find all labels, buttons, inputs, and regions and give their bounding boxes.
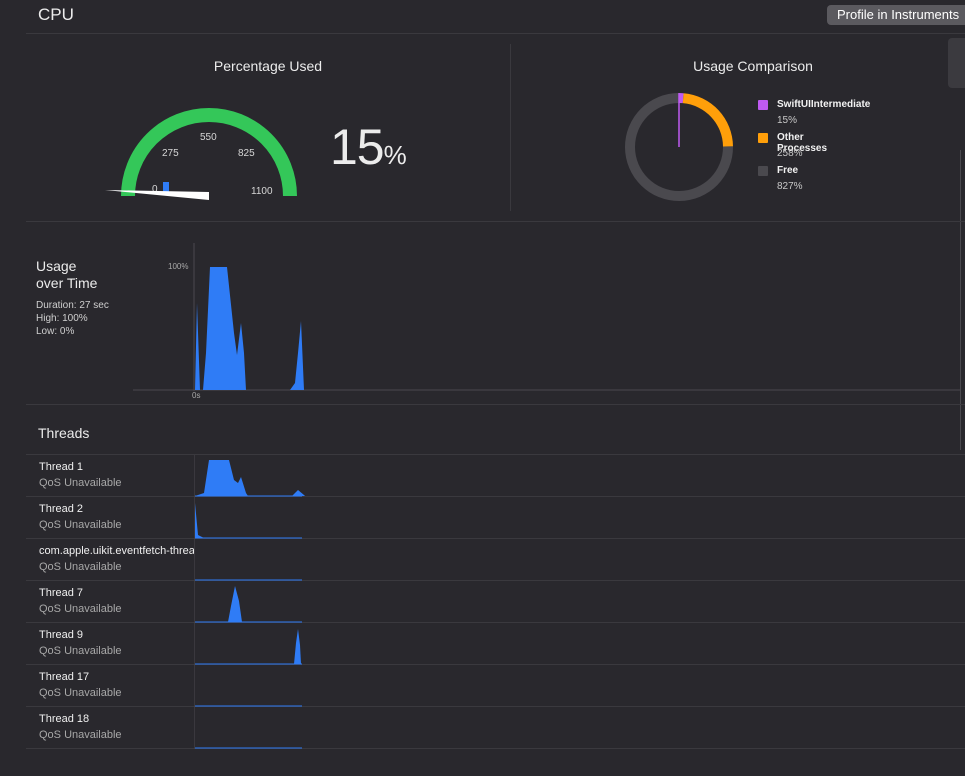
thread-qos: QoS Unavailable [39, 603, 122, 615]
usage-over-time-title: Usage over Time [36, 258, 97, 292]
usage-title-line1: Usage [36, 258, 77, 274]
thread-row[interactable]: Thread 1 QoS Unavailable [26, 455, 965, 497]
donut-slice-0 [679, 93, 684, 104]
gauge-usage-marker [163, 182, 169, 192]
gauge-tick-825: 825 [238, 148, 255, 159]
threads-divider [26, 454, 965, 455]
thread-row[interactable]: Thread 2 QoS Unavailable [26, 497, 965, 539]
gauge-title: Percentage Used [213, 58, 323, 74]
thread-row[interactable]: Thread 7 QoS Unavailable [26, 581, 965, 623]
thread-row[interactable]: Thread 9 QoS Unavailable [26, 623, 965, 665]
usage-low: Low: 0% [36, 326, 75, 337]
legend-name: Other Processes [777, 132, 828, 154]
thread-sparkline [194, 707, 302, 749]
gauge-tick-550: 550 [200, 132, 217, 143]
profile-in-instruments-button[interactable]: Profile in Instruments [827, 5, 965, 25]
legend-name: SwiftUIIntermediate [777, 99, 871, 110]
thread-name: Thread 17 [39, 671, 90, 683]
usage-stats: Duration: 27 sec High: 100% Low: 0% [36, 299, 109, 338]
thread-row[interactable]: Thread 18 QoS Unavailable [26, 707, 965, 749]
section-divider [510, 44, 511, 211]
gauge-arc [121, 108, 297, 197]
gauge-tick-1100: 1100 [251, 186, 273, 197]
cpu-gauge: 0 275 550 825 1100 [105, 108, 297, 200]
page-title: CPU [38, 5, 74, 24]
legend-swatch-other [758, 133, 768, 143]
usage-over-time-chart: 100% 0s [133, 243, 960, 400]
thread-sparkline [194, 539, 302, 581]
usage-y-label: 100% [168, 262, 188, 271]
thread-qos: QoS Unavailable [39, 561, 122, 573]
gauge-tick-0: 0 [152, 184, 158, 195]
legend-value: 258% [777, 148, 803, 159]
header-divider [26, 33, 965, 34]
thread-name: Thread 18 [39, 713, 90, 725]
donut-slice-1 [682, 93, 733, 147]
thread-sparkline [194, 665, 302, 707]
usage-x-label: 0s [192, 391, 200, 400]
threads-title: Threads [38, 425, 90, 441]
legend-name: Free [777, 165, 799, 176]
divider [26, 221, 965, 222]
thread-qos: QoS Unavailable [39, 729, 122, 741]
gauge-tick-275: 275 [162, 148, 179, 159]
percentage-unit: % [383, 140, 407, 170]
legend-swatch-app [758, 100, 768, 110]
thread-name: Thread 7 [39, 587, 84, 599]
usage-duration: Duration: 27 sec [36, 300, 109, 311]
percentage-used-value: 15% [330, 118, 407, 176]
thread-sparkline [194, 455, 305, 497]
thread-qos: QoS Unavailable [39, 645, 122, 657]
legend-swatch-free [758, 166, 768, 176]
usage-donut-chart [625, 93, 733, 201]
thread-name: com.apple.uikit.eventfetch-thread [39, 545, 194, 557]
thread-qos: QoS Unavailable [39, 477, 122, 489]
thread-sparkline [194, 623, 302, 665]
thread-sparkline [194, 581, 302, 623]
thread-qos: QoS Unavailable [39, 519, 122, 531]
side-panel-edge[interactable] [948, 38, 965, 88]
thread-row[interactable]: com.apple.uikit.eventfetch-thread QoS Un… [26, 539, 965, 581]
legend-value: 15% [777, 115, 798, 126]
usage-high: High: 100% [36, 313, 88, 324]
thread-name: Thread 1 [39, 461, 84, 473]
side-panel-border [960, 150, 965, 450]
percentage-number: 15 [330, 119, 385, 175]
thread-qos: QoS Unavailable [39, 687, 122, 699]
legend-value: 827% [777, 181, 803, 192]
threads-list: Thread 1 QoS Unavailable Thread 2 QoS Un… [26, 455, 965, 749]
thread-name: Thread 9 [39, 629, 84, 641]
usage-title-line2: over Time [36, 275, 98, 291]
thread-row[interactable]: Thread 17 QoS Unavailable [26, 665, 965, 707]
thread-sparkline [194, 497, 302, 539]
comparison-title: Usage Comparison [693, 58, 813, 74]
usage-area [195, 267, 304, 390]
thread-name: Thread 2 [39, 503, 84, 515]
gauge-needle [105, 190, 209, 200]
divider [26, 404, 965, 405]
